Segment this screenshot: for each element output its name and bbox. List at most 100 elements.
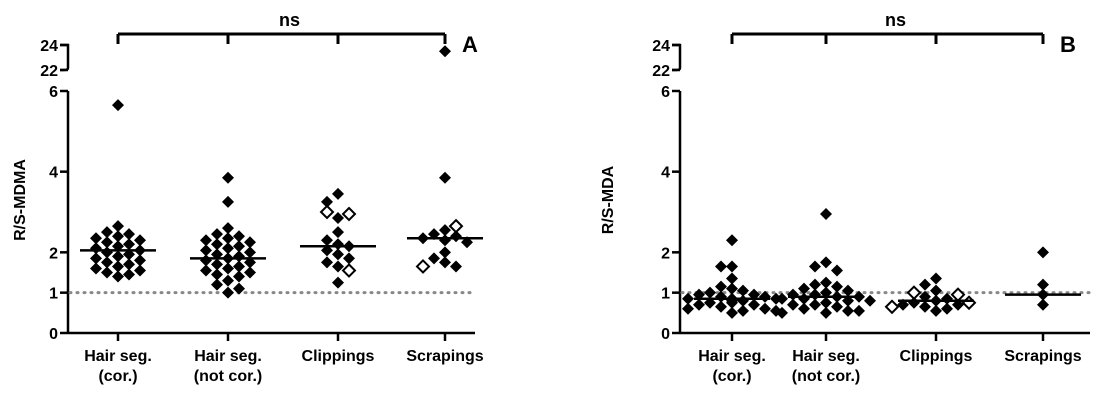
data-point (321, 256, 333, 269)
category-label-line: Scrapings (406, 348, 483, 365)
data-point (233, 270, 245, 283)
data-point (748, 298, 760, 311)
category-label-line: (cor.) (712, 368, 751, 385)
data-point (123, 228, 135, 241)
data-point (798, 302, 810, 315)
data-point (211, 238, 223, 251)
data-point (222, 242, 234, 255)
y-tick-label: 2 (49, 245, 58, 262)
significance-label: ns (279, 10, 300, 30)
data-point (759, 302, 771, 315)
data-point (820, 276, 832, 289)
y-tick-label: 4 (49, 165, 58, 182)
category-label: Clippings (900, 348, 973, 365)
data-point (134, 234, 146, 247)
data-point (101, 266, 113, 279)
category-label: Hair seg. (cor.) (84, 348, 152, 385)
category-label-line: Scrapings (1004, 348, 1081, 365)
data-point (715, 280, 727, 293)
data-point (776, 292, 788, 305)
category-label-line: Hair seg. (792, 348, 860, 365)
data-point (134, 254, 146, 267)
y-tick-label: 6 (49, 84, 58, 101)
y-axis-title: R/S-MDMA (12, 159, 29, 241)
data-point (787, 298, 799, 311)
category-label-line: (cor.) (98, 368, 137, 385)
category-label: Hair seg. (not cor.) (792, 348, 860, 385)
data-point (831, 264, 843, 277)
data-point (101, 226, 113, 239)
data-point (90, 252, 102, 265)
data-point-open (319, 204, 335, 220)
y-axis-upper (60, 43, 70, 72)
data-point (222, 222, 234, 235)
data-point (842, 304, 854, 317)
data-point (101, 256, 113, 269)
y-tick-label: 1 (49, 286, 58, 303)
data-point (853, 304, 865, 317)
data-point (682, 302, 694, 315)
data-point (726, 272, 738, 285)
category-label-line: Hair seg. (698, 348, 766, 365)
data-point (112, 99, 124, 112)
data-point (809, 260, 821, 273)
data-point (809, 298, 821, 311)
y-tick-label: 1 (661, 286, 670, 303)
data-point (798, 282, 810, 295)
data-point (90, 232, 102, 245)
data-point (439, 246, 451, 259)
category-label: Clippings (302, 348, 375, 365)
data-point-open (961, 295, 977, 311)
data-point (726, 234, 738, 247)
data-point (134, 264, 146, 277)
data-point (222, 232, 234, 245)
data-point (809, 278, 821, 291)
y-tick-label: 4 (661, 165, 670, 182)
y-tick-label: 0 (49, 326, 58, 343)
y-tick-label: 22 (40, 63, 58, 80)
category-label: Hair seg. (cor.) (698, 348, 766, 385)
data-point-open (884, 299, 900, 315)
data-point (332, 187, 344, 200)
data-point (123, 238, 135, 251)
data-point (112, 220, 124, 233)
category-label: Scrapings (1004, 348, 1081, 365)
y-tick-label: 24 (652, 38, 670, 55)
category-label-line: (not cor.) (194, 368, 262, 385)
category-label-line: Hair seg. (84, 348, 152, 365)
data-point (726, 282, 738, 295)
data-point (715, 260, 727, 273)
data-point (321, 195, 333, 208)
data-point (693, 298, 705, 311)
data-point (726, 260, 738, 273)
data-point (439, 45, 451, 58)
data-point (332, 226, 344, 239)
data-point (343, 252, 355, 265)
category-label-line: Hair seg. (194, 348, 262, 365)
data-point (211, 268, 223, 281)
data-point (233, 282, 245, 295)
data-point (930, 304, 942, 317)
data-point (233, 240, 245, 253)
data-point (439, 234, 451, 247)
data-point-open (906, 285, 922, 301)
data-point (233, 230, 245, 243)
data-point (682, 292, 694, 305)
data-point (726, 306, 738, 319)
data-point (332, 276, 344, 289)
data-point (222, 286, 234, 299)
data-point (244, 266, 256, 279)
data-point (439, 224, 451, 237)
category-label: Scrapings (406, 348, 483, 365)
data-point (222, 171, 234, 184)
y-axis-title: R/S-MDA (600, 165, 617, 234)
panel-letter: A (462, 32, 478, 57)
data-point (233, 260, 245, 273)
data-point (439, 171, 451, 184)
data-point (244, 236, 256, 249)
data-point (332, 248, 344, 261)
data-point (831, 280, 843, 293)
data-point (842, 284, 854, 297)
